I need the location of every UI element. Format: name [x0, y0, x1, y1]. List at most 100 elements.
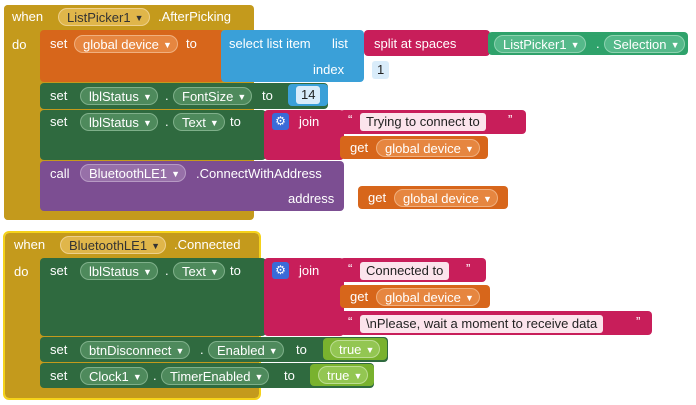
get-keyword: get	[368, 190, 387, 205]
chevron-down-icon: ▼	[464, 144, 474, 154]
set-keyword: set	[50, 88, 68, 103]
component-dropdown-clock1[interactable]: Clock1 ▼	[80, 367, 148, 385]
event-name: .Connected	[174, 237, 241, 252]
text-literal[interactable]: \nPlease, wait a moment to receive data	[360, 315, 604, 333]
component-name: lblStatus	[89, 115, 139, 130]
chevron-down-icon: ▼	[134, 13, 144, 23]
chevron-down-icon: ▼	[142, 92, 152, 102]
property-name: FontSize	[182, 89, 234, 104]
split-at-spaces-block[interactable]	[364, 30, 490, 56]
boolean-value: true	[339, 342, 362, 357]
variable-name: global device	[385, 141, 461, 156]
when-keyword: when	[14, 237, 46, 252]
chevron-down-icon: ▼	[209, 118, 219, 128]
to-keyword: to	[284, 368, 295, 383]
chevron-down-icon: ▼	[254, 372, 264, 382]
open-quote-icon: “	[348, 314, 353, 329]
component-dropdown-listpicker1[interactable]: ListPicker1 ▼	[494, 35, 586, 53]
boolean-value: true	[327, 368, 350, 383]
text-literal[interactable]: Connected to	[360, 262, 450, 280]
property-dropdown-text[interactable]: Text ▼	[173, 262, 225, 280]
list-socket-label: list	[332, 36, 348, 51]
open-quote-icon: “	[348, 112, 353, 127]
open-quote-icon: “	[348, 261, 353, 276]
chevron-down-icon: ▼	[237, 92, 247, 102]
component-dropdown-bluetoothle1[interactable]: BluetoothLE1 ▼	[80, 164, 187, 182]
chevron-down-icon: ▼	[175, 346, 185, 356]
chevron-down-icon: ▼	[151, 241, 161, 251]
set-keyword: set	[50, 342, 68, 357]
to-keyword: to	[230, 263, 241, 278]
join-label: join	[299, 263, 320, 278]
chevron-down-icon: ▼	[142, 118, 152, 128]
component-name: ListPicker1	[67, 10, 131, 25]
property-name: Selection	[613, 37, 667, 52]
property-dropdown-timerenabled[interactable]: TimerEnabled ▼	[161, 367, 270, 385]
to-keyword: to	[296, 342, 307, 357]
property-dropdown-selection[interactable]: Selection ▼	[604, 35, 686, 53]
dot-separator: .	[165, 263, 169, 278]
set-keyword: set	[50, 263, 68, 278]
index-socket-label: index	[313, 62, 345, 77]
text-literal[interactable]: Trying to connect to	[360, 113, 486, 131]
property-name: Text	[182, 264, 206, 279]
to-keyword: to	[186, 36, 197, 51]
property-name: Text	[182, 115, 206, 130]
get-keyword: get	[350, 289, 369, 304]
boolean-dropdown-true[interactable]: true ▼	[330, 340, 381, 358]
chevron-down-icon: ▼	[365, 345, 375, 355]
component-name: BluetoothLE1	[89, 166, 168, 181]
number-literal-fontsize[interactable]: 14	[296, 86, 321, 104]
chevron-down-icon: ▼	[670, 40, 680, 50]
join-label: join	[299, 114, 320, 129]
component-dropdown-lblstatus[interactable]: lblStatus ▼	[80, 87, 158, 105]
method-name: .ConnectWithAddress	[196, 166, 322, 181]
property-dropdown-text[interactable]: Text ▼	[173, 113, 225, 131]
component-dropdown-listpicker1[interactable]: ListPicker1 ▼	[58, 8, 150, 26]
address-socket-label: address	[288, 191, 335, 206]
close-quote-icon: ”	[466, 261, 471, 276]
gear-icon[interactable]: ⚙	[272, 262, 289, 279]
to-keyword: to	[262, 88, 273, 103]
variable-dropdown-global-device[interactable]: global device ▼	[376, 139, 480, 157]
variable-dropdown-global-device[interactable]: global device ▼	[376, 288, 480, 306]
event-name: .AfterPicking	[158, 9, 231, 24]
chevron-down-icon: ▼	[142, 267, 152, 277]
chevron-down-icon: ▼	[570, 40, 580, 50]
component-dropdown-lblstatus[interactable]: lblStatus ▼	[80, 262, 158, 280]
chevron-down-icon: ▼	[209, 267, 219, 277]
variable-name: global device	[403, 191, 479, 206]
close-quote-icon: ”	[636, 314, 641, 329]
dot-separator: .	[153, 368, 157, 383]
dot-separator: .	[165, 88, 169, 103]
select-list-item-block[interactable]	[221, 30, 364, 82]
variable-dropdown-global-device[interactable]: global device ▼	[394, 189, 498, 207]
close-quote-icon: ”	[508, 112, 513, 127]
property-name: Enabled	[217, 343, 265, 358]
event-block-body-rail	[4, 5, 40, 220]
property-dropdown-fontsize[interactable]: FontSize ▼	[173, 87, 253, 105]
to-keyword: to	[230, 114, 241, 129]
variable-name: global device	[385, 290, 461, 305]
do-keyword: do	[12, 37, 27, 52]
component-dropdown-bluetoothle1[interactable]: BluetoothLE1 ▼	[60, 236, 167, 254]
gear-icon[interactable]: ⚙	[272, 113, 289, 130]
component-dropdown-btndisconnect[interactable]: btnDisconnect ▼	[80, 341, 191, 359]
do-keyword: do	[14, 264, 29, 279]
chevron-down-icon: ▼	[464, 293, 474, 303]
component-name: lblStatus	[89, 264, 139, 279]
component-dropdown-lblstatus[interactable]: lblStatus ▼	[80, 113, 158, 131]
set-keyword: set	[50, 114, 68, 129]
set-keyword: set	[50, 368, 68, 383]
variable-dropdown-global-device[interactable]: global device ▼	[74, 35, 178, 53]
boolean-dropdown-true[interactable]: true ▼	[318, 366, 369, 384]
get-keyword: get	[350, 140, 369, 155]
select-list-item-label: select list item	[229, 36, 311, 51]
property-dropdown-enabled[interactable]: Enabled ▼	[208, 341, 284, 359]
dot-separator: .	[200, 342, 204, 357]
dot-separator: .	[596, 36, 600, 51]
chevron-down-icon: ▼	[353, 371, 363, 381]
call-keyword: call	[50, 166, 70, 181]
number-literal-index[interactable]: 1	[372, 61, 390, 79]
component-name: btnDisconnect	[89, 343, 172, 358]
